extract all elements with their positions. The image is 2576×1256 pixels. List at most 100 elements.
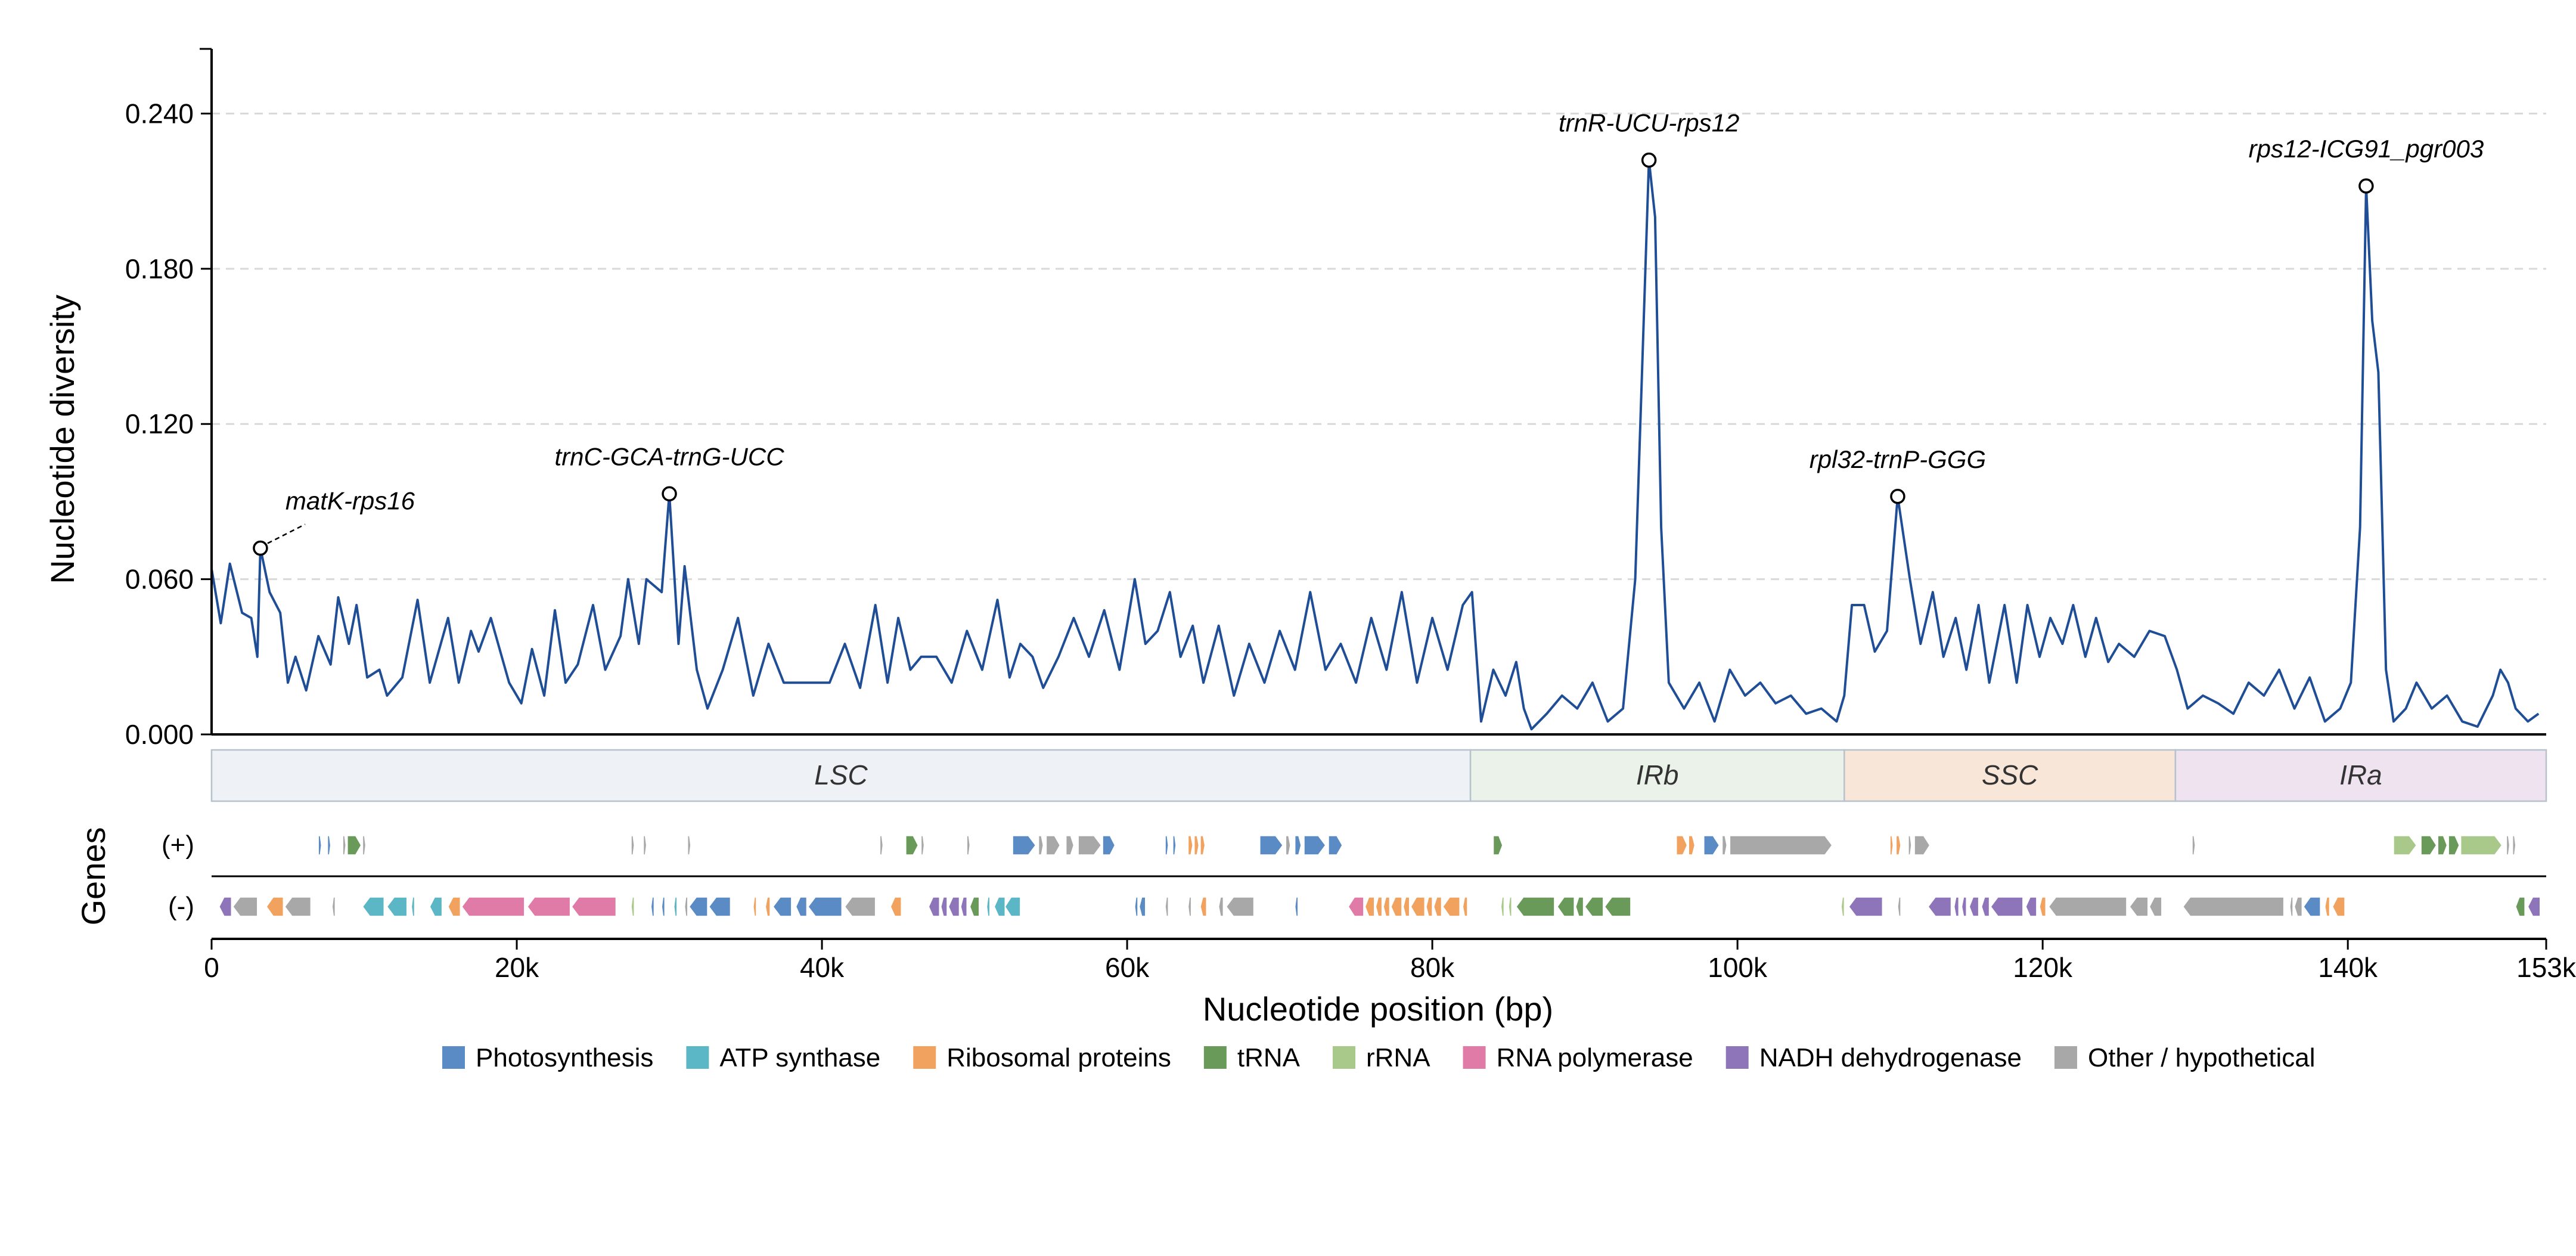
- gene-minus-strand: [928, 897, 940, 917]
- gene-plus-strand: [318, 835, 322, 855]
- gene-minus-strand: [1402, 897, 1410, 917]
- gene-plus-strand: [342, 835, 347, 855]
- legend-label: tRNA: [1237, 1043, 1301, 1072]
- diversity-series-line: [210, 159, 2540, 731]
- gene-minus-strand: [1500, 897, 1505, 917]
- gene-minus-strand: [1391, 897, 1402, 917]
- x-tick-label: 120k: [2013, 952, 2073, 983]
- gene-minus-strand: [1897, 897, 1901, 917]
- gene-minus-strand: [2129, 897, 2149, 917]
- gene-plus-strand: [1285, 835, 1291, 855]
- gene-minus-strand: [1848, 897, 1883, 917]
- gene-plus-strand: [1688, 835, 1696, 855]
- gene-plus-strand: [905, 835, 919, 855]
- region-band: [1469, 749, 1845, 802]
- gene-minus-strand: [331, 897, 336, 917]
- gene-plus-strand: [347, 835, 362, 855]
- gene-minus-strand: [1004, 897, 1021, 917]
- gene-minus-strand: [1426, 897, 1433, 917]
- gene-minus-strand: [362, 897, 385, 917]
- gene-minus-strand: [1375, 897, 1383, 917]
- gene-plus-strand: [2512, 835, 2516, 855]
- peak-leader-line: [267, 523, 306, 544]
- x-tick-label: 40k: [800, 952, 845, 983]
- gene-minus-strand: [650, 897, 655, 917]
- gene-plus-strand: [1328, 835, 1343, 855]
- gene-minus-strand: [2289, 897, 2293, 917]
- gene-minus-strand: [386, 897, 408, 917]
- gene-plus-strand: [631, 835, 635, 855]
- gene-plus-strand: [1721, 835, 1727, 855]
- legend-swatch: [1463, 1046, 1486, 1069]
- gene-plus-strand: [1294, 835, 1302, 855]
- gene-minus-strand: [411, 897, 415, 917]
- region-band: [210, 749, 1472, 802]
- gene-minus-strand: [844, 897, 876, 917]
- gene-minus-strand: [1138, 897, 1146, 917]
- legend: Photosynthesis ATP synthase Ribosomal prot…: [442, 1043, 2316, 1072]
- legend-swatch: [686, 1046, 709, 1069]
- gene-minus-strand: [1508, 897, 1512, 917]
- gene-minus-strand: [2303, 897, 2321, 917]
- gene-plus-strand: [879, 835, 884, 855]
- gene-minus-strand: [1348, 897, 1364, 917]
- x-tick-label: 140k: [2318, 952, 2378, 983]
- gene-minus-strand: [571, 897, 617, 917]
- gene-plus-strand: [1492, 835, 1503, 855]
- gene-minus-strand: [1604, 897, 1631, 917]
- gene-minus-strand: [1225, 897, 1255, 917]
- x-tick-label: 0: [204, 952, 219, 983]
- gene-minus-strand: [948, 897, 960, 917]
- gene-minus-strand: [1841, 897, 1845, 917]
- gene-minus-strand: [2324, 897, 2330, 917]
- peak-marker: [253, 540, 268, 556]
- gene-minus-strand: [808, 897, 843, 917]
- region-bands: LSC IRb SSC IRa: [210, 749, 2547, 802]
- gene-minus-strand: [1584, 897, 1604, 917]
- y-tick-label: 0.000: [125, 719, 194, 750]
- gene-minus-strand: [232, 897, 258, 917]
- minus-strand-label: (-): [168, 892, 194, 921]
- grid-lines: [212, 112, 2546, 581]
- gene-minus-strand: [284, 897, 312, 917]
- gene-minus-strand: [1462, 897, 1468, 917]
- peak-marker: [1641, 152, 1657, 168]
- gene-minus-strand: [2332, 897, 2345, 917]
- region-band: [1843, 749, 2177, 802]
- gene-minus-strand: [1383, 897, 1391, 917]
- gene-plus-strand: [1729, 835, 1833, 855]
- gene-plus-strand: [2420, 835, 2437, 855]
- gene-minus-strand: [527, 897, 571, 917]
- gene-minus-strand: [1200, 897, 1207, 917]
- gene-minus-strand: [708, 897, 731, 917]
- gene-minus-strand: [1442, 897, 1460, 917]
- gene-plus-strand: [1303, 835, 1326, 855]
- gene-minus-strand: [688, 897, 708, 917]
- gene-minus-strand: [1990, 897, 2023, 917]
- y-tick-label: 0.120: [125, 408, 194, 439]
- gene-minus-strand: [266, 897, 284, 917]
- gene-plus-strand: [687, 835, 691, 855]
- gene-plus-strand: [2393, 835, 2417, 855]
- legend-label: ATP synthase: [719, 1043, 880, 1072]
- gene-plus-strand: [1259, 835, 1284, 855]
- axes: 0.000 0.060 0.120 0.180 0.240 0 20k 40k 60k 80k 10…: [125, 48, 2576, 983]
- peak-label: trnR-UCU-rps12: [1559, 109, 1739, 137]
- gene-plus-strand: [1078, 835, 1102, 855]
- gene-minus-strand: [1364, 897, 1375, 917]
- gene-plus-strand: [1908, 835, 1912, 855]
- legend-label: RNA polymerase: [1497, 1043, 1693, 1072]
- peak-label: rps12-ICG91_pgr003: [2249, 135, 2484, 163]
- gene-minus-strand: [1294, 897, 1299, 917]
- gene-minus-strand: [2293, 897, 2303, 917]
- gene-plus-strand: [643, 835, 647, 855]
- region-label: SSC: [1982, 759, 2038, 790]
- gene-minus-strand: [1953, 897, 1960, 917]
- gene-plus-strand: [920, 835, 925, 855]
- gene-plus-strand: [1200, 835, 1206, 855]
- gene-plus-strand: [1165, 835, 1169, 855]
- gene-minus-strand: [2515, 897, 2525, 917]
- legend-swatch: [1725, 1046, 1749, 1069]
- gene-minus-strand: [2039, 897, 2047, 917]
